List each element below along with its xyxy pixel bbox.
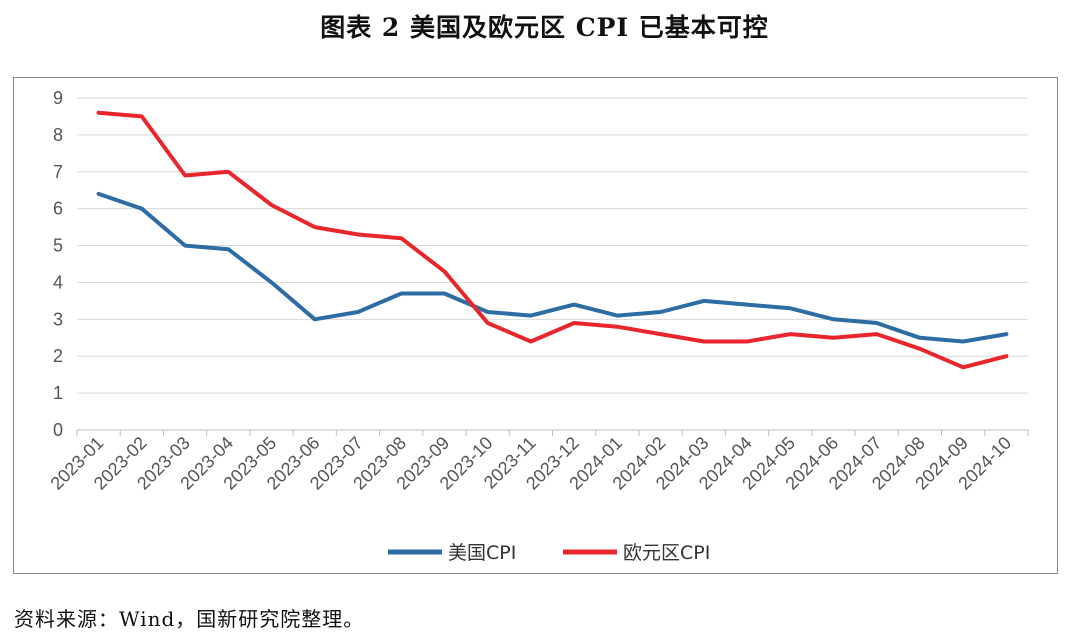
y-tick-label: 3 — [53, 309, 63, 329]
y-tick-label: 0 — [53, 420, 63, 440]
chart-frame — [13, 77, 1058, 574]
x-tick-labels: 2023-012023-022023-032023-042023-052023-… — [47, 433, 1016, 494]
y-tick-label: 7 — [53, 162, 63, 182]
chart-title: 图表 2 美国及欧元区 CPI 已基本可控 — [320, 13, 769, 42]
y-tick-label: 2 — [53, 346, 63, 366]
axes — [76, 429, 1029, 436]
y-tick-label: 4 — [53, 272, 63, 292]
legend: 美国CPI 欧元区CPI — [388, 542, 710, 564]
legend-label-0: 美国CPI — [448, 542, 516, 564]
grid-lines — [77, 97, 1028, 394]
series-line-0 — [96, 191, 1009, 344]
y-tick-label: 1 — [53, 383, 63, 403]
y-tick-label: 9 — [53, 88, 63, 108]
series-lines — [96, 110, 1009, 370]
y-tick-labels: 0 1 2 3 4 5 6 7 8 9 — [53, 88, 63, 440]
y-tick-label: 8 — [53, 125, 63, 145]
y-tick-label: 5 — [53, 236, 63, 256]
series-line-1 — [96, 110, 1009, 370]
source-note: 资料来源：Wind，国新研究院整理。 — [14, 607, 365, 631]
legend-label-1: 欧元区CPI — [623, 542, 710, 564]
y-tick-label: 6 — [53, 199, 63, 219]
